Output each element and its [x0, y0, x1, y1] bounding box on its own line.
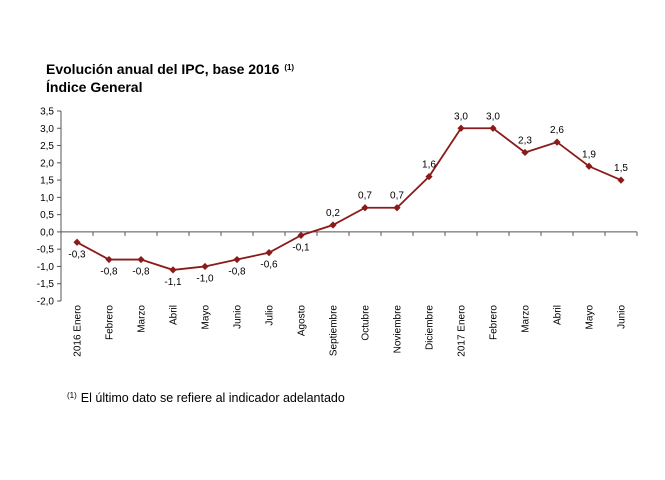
x-tick-label: Junio — [233, 305, 244, 329]
x-tick-label: Abril — [553, 305, 564, 325]
footnote-text: El último dato se refiere al indicador a… — [80, 391, 345, 405]
data-point — [265, 249, 273, 257]
data-label: 0,7 — [390, 191, 404, 202]
x-tick-label: Marzo — [137, 305, 148, 333]
data-label: -0,8 — [228, 267, 246, 278]
data-point — [233, 255, 241, 264]
x-tick-label: Febrero — [489, 305, 500, 340]
x-tick-label: Julio — [265, 305, 276, 326]
data-point — [297, 231, 305, 239]
chart-subtitle: Índice General — [46, 79, 143, 95]
data-label: 2,6 — [550, 125, 564, 136]
data-label: 2,3 — [518, 135, 532, 146]
data-point — [489, 124, 497, 132]
series-line — [76, 127, 622, 271]
y-tick-label: 2,0 — [40, 158, 54, 169]
data-label: 3,0 — [486, 111, 500, 122]
y-tick-label: 1,5 — [40, 176, 54, 187]
y-tick-label: 3,5 — [40, 107, 54, 118]
data-point — [617, 176, 625, 184]
data-label: -1,1 — [164, 277, 182, 288]
data-point — [425, 173, 433, 181]
x-tick-label: Abril — [169, 305, 180, 325]
x-tick-label: 2016 Enero — [73, 305, 84, 357]
y-tick-label: -1,0 — [37, 262, 55, 273]
x-tick-label: Mayo — [201, 305, 212, 330]
data-point — [585, 162, 593, 170]
data-label: -0,6 — [260, 260, 278, 271]
title-footnote-mark: (1) — [284, 63, 295, 72]
y-tick-label: -1,5 — [37, 279, 55, 290]
data-label: -0,3 — [68, 249, 86, 260]
data-point — [553, 138, 561, 146]
y-tick-label: 2,5 — [40, 141, 54, 152]
data-point — [105, 255, 113, 264]
data-label: 1,5 — [614, 163, 628, 174]
data-point — [329, 221, 337, 229]
data-label: -0,8 — [100, 267, 118, 278]
data-label: 1,6 — [422, 160, 436, 171]
x-tick-label: Agosto — [297, 305, 308, 337]
data-point — [201, 262, 209, 271]
data-point — [457, 124, 465, 132]
x-tick-label: Marzo — [521, 305, 532, 333]
x-tick-label: Febrero — [105, 305, 116, 340]
data-label: 3,0 — [454, 111, 468, 122]
x-tick-label: Diciembre — [425, 305, 436, 350]
x-tick-label: 2017 Enero — [457, 305, 468, 357]
x-tick-label: Mayo — [585, 305, 596, 330]
data-point — [169, 266, 177, 274]
x-tick-label: Septiembre — [329, 305, 340, 357]
data-label: -1,0 — [196, 273, 214, 284]
y-tick-label: 0,5 — [40, 210, 54, 221]
data-point — [137, 255, 145, 264]
data-point — [521, 148, 529, 157]
data-point — [73, 238, 81, 246]
y-tick-label: 1,0 — [40, 193, 54, 204]
y-tick-label: -0,5 — [37, 245, 55, 256]
chart-title-text: Evolución anual del IPC, base 2016 — [46, 61, 280, 77]
footnote-mark: (1) — [67, 391, 77, 400]
x-tick-label: Junio — [617, 305, 628, 329]
y-tick-label: -2,0 — [37, 297, 55, 308]
data-point — [393, 204, 401, 212]
x-tick-label: Octubre — [361, 305, 372, 341]
y-tick-label: 0,0 — [40, 227, 54, 238]
data-label: -0,8 — [132, 267, 150, 278]
data-point — [361, 204, 369, 212]
data-label: 1,9 — [582, 149, 596, 160]
y-tick-label: 3,0 — [40, 124, 54, 135]
data-label: 0,2 — [326, 208, 340, 219]
footnote: (1) El último dato se refiere al indicado… — [67, 391, 345, 405]
data-label: 0,7 — [358, 191, 372, 202]
x-tick-label: Noviembre — [393, 305, 404, 354]
chart-title: Evolución anual del IPC, base 2016 (1) Í… — [46, 60, 294, 96]
data-label: -0,1 — [292, 242, 310, 253]
